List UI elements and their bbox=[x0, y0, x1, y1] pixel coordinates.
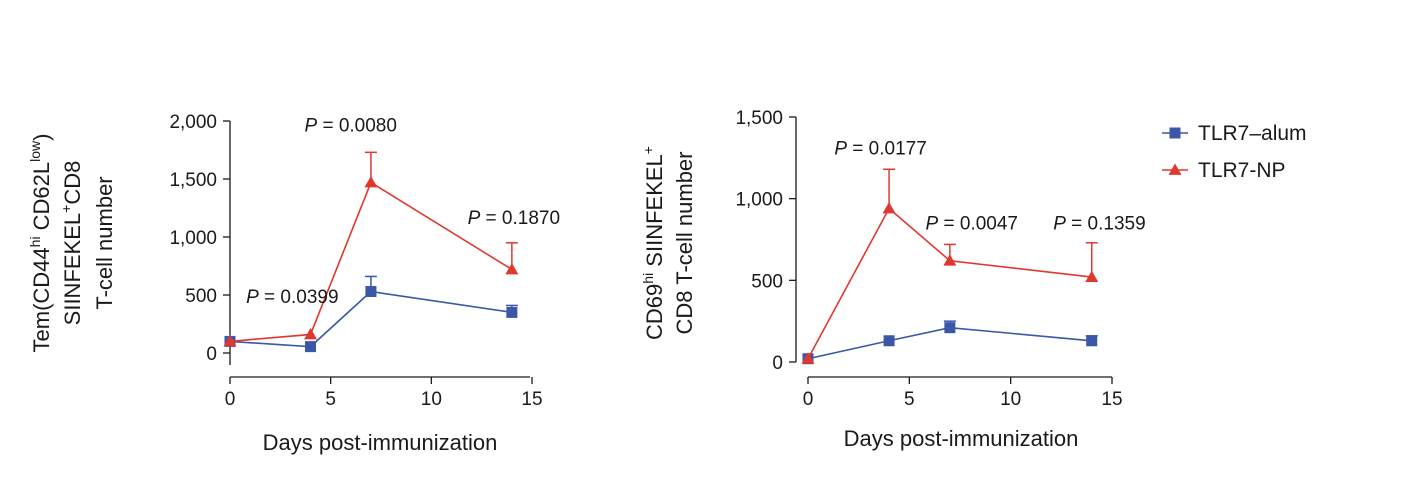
chart-1-series-1 bbox=[223, 151, 519, 347]
chart-2-series-0-line bbox=[807, 326, 1092, 360]
chart-2-series-1 bbox=[801, 168, 1099, 364]
chart-2-y-ticks: 0 500 1,000 1,500 bbox=[735, 108, 796, 374]
chart-2-series-1-point-2 bbox=[943, 254, 957, 266]
chart-1-y-title-line-3: T-cell number bbox=[92, 176, 117, 309]
legend-item-1-label: TLR7-NP bbox=[1198, 159, 1286, 182]
chart-1-y-ticks: 0 500 1,000 1,500 2,000 bbox=[169, 112, 230, 365]
chart-2-pvalue-0: P = 0.0177 bbox=[834, 139, 926, 160]
chart-2-series-1-point-0 bbox=[801, 352, 815, 364]
legend-item-0-label: TLR7–alum bbox=[1198, 122, 1307, 145]
chart-1-y-tick-label-4: 2,000 bbox=[169, 112, 217, 133]
legend: TLR7–alum TLR7-NP bbox=[1162, 122, 1307, 182]
legend-item-1: TLR7-NP bbox=[1162, 159, 1286, 182]
chart-1-y-title-sup-3: + bbox=[58, 205, 74, 213]
chart-1-y-title-sup-2: low bbox=[27, 140, 43, 162]
chart-1-y-title-part-5: CD8 bbox=[60, 161, 85, 205]
chart-1-x-tick-label-2: 10 bbox=[421, 389, 442, 410]
chart-1-y-tick-label-2: 1,000 bbox=[169, 228, 217, 249]
chart-2-y-tick-label-3: 1,500 bbox=[735, 108, 783, 129]
chart-2-series bbox=[801, 168, 1099, 365]
chart-2-y-title-line-1: CD69hi SIINFEKEL+ bbox=[640, 146, 667, 340]
chart-2-y-title-sup-2: + bbox=[640, 146, 656, 154]
chart-2-series-0-point-1 bbox=[883, 335, 895, 347]
chart-2-axes bbox=[795, 117, 1112, 378]
chart-1-y-tick-label-0: 0 bbox=[206, 344, 217, 365]
chart-1-series-1-point-0 bbox=[223, 334, 237, 347]
chart-2-pvalue-2-symbol: P bbox=[1053, 214, 1066, 235]
legend-item-0: TLR7–alum bbox=[1162, 122, 1307, 145]
chart-1-pvalue-0-value: = 0.0399 bbox=[259, 287, 339, 308]
legend-item-1-marker bbox=[1168, 163, 1182, 175]
chart-1-y-tick-label-3: 1,500 bbox=[169, 170, 217, 191]
chart-1-series-0-point-2 bbox=[365, 286, 377, 298]
chart-2-y-axis-title: CD69hi SIINFEKEL+ CD8 T-cell number bbox=[640, 146, 697, 340]
chart-1-series-0-point-3 bbox=[506, 306, 518, 318]
chart-2-series-0 bbox=[802, 320, 1098, 365]
chart-2-y-tick-label-0: 0 bbox=[772, 353, 783, 374]
chart-2-x-axis-title: Days post-immunization bbox=[844, 426, 1079, 451]
chart-1-y-axis-title: Tem(CD44hi CD62Llow) SIINFEKEL+CD8 T-cel… bbox=[27, 134, 117, 353]
chart-2-series-0-point-2 bbox=[944, 322, 956, 334]
chart-1-y-title-part-4: SIINFEKEL bbox=[60, 213, 85, 325]
chart-1-y-title-line-1: Tem(CD44hi CD62Llow) bbox=[27, 134, 54, 353]
chart-1-x-tick-label-1: 5 bbox=[325, 389, 336, 410]
chart-1-y-title-part-1: Tem(CD44 bbox=[29, 247, 54, 352]
chart-2-pvalue-0-symbol: P bbox=[834, 139, 847, 160]
chart-1-x-tick-label-0: 0 bbox=[225, 389, 236, 410]
chart-2-y-title-part-1: CD69 bbox=[642, 284, 667, 340]
chart-2-pvalue-1-value: = 0.0047 bbox=[938, 214, 1018, 235]
legend-item-0-marker bbox=[1169, 127, 1181, 139]
chart-1-pvalue-2: P = 0.1870 bbox=[468, 208, 560, 229]
chart-1-y-title-sup-1: hi bbox=[27, 236, 43, 247]
chart-2-y-title-line-2: CD8 T-cell number bbox=[672, 152, 697, 335]
chart-2-pvalue-2: P = 0.1359 bbox=[1053, 214, 1145, 235]
chart-1-pvalue-0-symbol: P bbox=[246, 287, 259, 308]
chart-1-pvalue-2-symbol: P bbox=[468, 208, 481, 229]
chart-2-series-0-point-3 bbox=[1086, 335, 1098, 347]
chart-2-x-tick-label-2: 10 bbox=[1000, 389, 1021, 410]
chart-2-y-tick-label-1: 500 bbox=[751, 271, 783, 292]
chart-1-series-1-line bbox=[229, 181, 513, 343]
chart-1-series bbox=[223, 151, 519, 353]
chart-1-pvalue-1-symbol: P bbox=[304, 115, 317, 136]
chart-1-series-0-point-1 bbox=[305, 341, 317, 353]
chart-1-pvalue-1: P = 0.0080 bbox=[304, 115, 396, 136]
chart-1-axes bbox=[229, 121, 530, 378]
chart-2-pvalue-1: P = 0.0047 bbox=[926, 214, 1018, 235]
chart-1-pvalue-0: P = 0.0399 bbox=[246, 287, 338, 308]
chart-2-pvalue-0-value: = 0.0177 bbox=[847, 139, 927, 160]
chart-1-pvalue-2-value: = 0.1870 bbox=[480, 208, 560, 229]
chart-2-y-title-part-2: SIINFEKEL bbox=[642, 154, 667, 273]
chart-1-pvalue-1-value: = 0.0080 bbox=[317, 115, 397, 136]
chart-2-series-1-line bbox=[807, 207, 1092, 360]
chart-2-y-title-sup-1: hi bbox=[640, 273, 656, 284]
chart-2-pvalue-1-symbol: P bbox=[926, 214, 939, 235]
chart-1-x-tick-label-3: 15 bbox=[521, 389, 542, 410]
chart-1-y-tick-label-1: 500 bbox=[185, 286, 217, 307]
chart-1-series-1-point-1 bbox=[304, 327, 318, 340]
chart-2-series-1-point-3 bbox=[1085, 270, 1099, 282]
chart-1-x-axis-title: Days post-immunization bbox=[263, 430, 498, 455]
chart-2-y-tick-label-2: 1,000 bbox=[735, 190, 783, 211]
chart-1-series-0-line bbox=[229, 290, 512, 348]
chart-1-series-1-point-3 bbox=[505, 262, 519, 275]
chart-2-x-ticks: 0 5 10 15 bbox=[803, 377, 1123, 410]
chart-2-pvalue-2-value: = 0.1359 bbox=[1066, 214, 1146, 235]
chart-1-x-ticks: 0 5 10 15 bbox=[225, 377, 543, 410]
chart-2-x-tick-label-3: 15 bbox=[1101, 389, 1122, 410]
chart-1-y-title-line-2: SIINFEKEL+CD8 bbox=[58, 161, 85, 326]
chart-1-y-title-part-3: ) bbox=[29, 134, 54, 141]
chart-2-x-tick-label-0: 0 bbox=[803, 389, 814, 410]
chart-1-series-1-point-2 bbox=[364, 175, 378, 188]
chart-2-x-tick-label-1: 5 bbox=[904, 389, 915, 410]
chart-1-y-title-part-2: CD62L bbox=[29, 162, 54, 237]
chart-2-series-1-point-1 bbox=[882, 201, 896, 214]
